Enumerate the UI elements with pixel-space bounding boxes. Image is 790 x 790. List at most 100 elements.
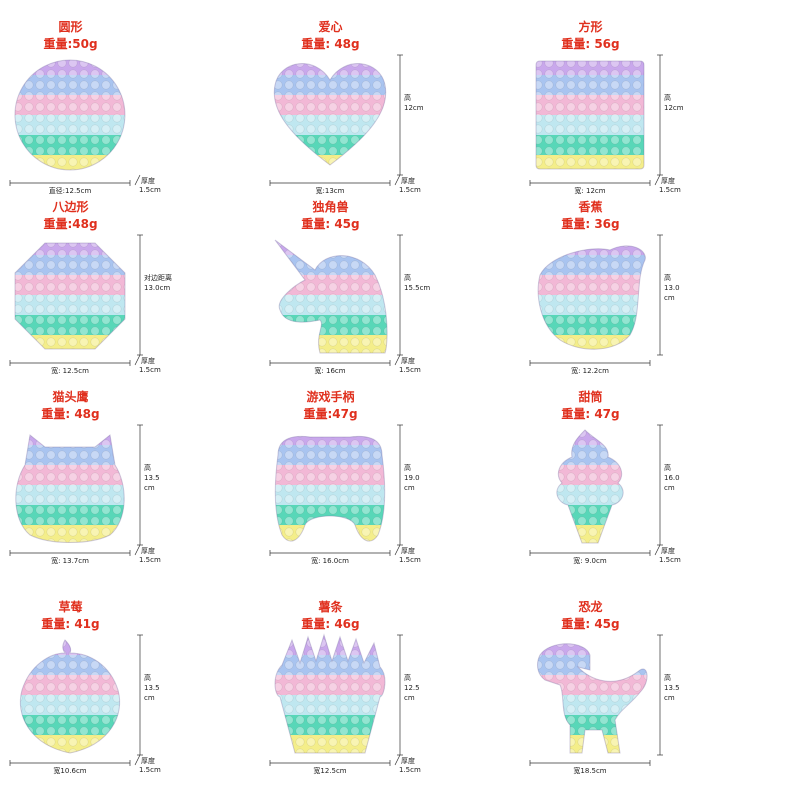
color-band: [275, 465, 385, 486]
thickness-label: 厚度: [401, 546, 415, 555]
color-band: [536, 155, 644, 169]
color-band: [536, 135, 644, 156]
width-label: 宽: 12cm: [574, 186, 605, 195]
width-label: 宽: 13.7cm: [51, 556, 89, 565]
height-label: 高: [664, 93, 671, 102]
color-band: [538, 275, 646, 296]
height-label: 高: [664, 273, 671, 282]
width-label: 宽: 16cm: [314, 366, 345, 375]
color-band: [14, 75, 125, 96]
color-band: [275, 715, 385, 736]
product-card-dino: 恐龙重量: 45g 宽18.5cm 高 13.5 cm: [459, 580, 722, 777]
product-card-fries: 薯条 重量: 46g 宽12.5cm 高 12.5 cm 厚度 1.5cm: [199, 580, 462, 777]
color-band: [275, 445, 385, 466]
product-name: 八边形: [52, 200, 89, 214]
color-band: [537, 695, 648, 716]
width-label: 宽: 12.5cm: [51, 366, 89, 375]
thickness-value: 1.5cm: [659, 556, 681, 564]
product-card-square: 方形 重量: 56g 宽: 12cm 高 12cm 厚度 1.5cm: [459, 0, 722, 197]
height-label: 高: [144, 463, 151, 472]
product-name: 圆形: [58, 20, 83, 34]
product-figure: 宽: 13.7cm 高 13.5 cm 厚度1.5cm: [9, 424, 161, 565]
product-weight: 重量: 48g: [301, 37, 360, 51]
color-band: [15, 485, 125, 506]
height-label: 12.5: [404, 684, 420, 692]
height-label: 高: [664, 463, 671, 472]
product-name: 方形: [578, 20, 603, 34]
color-band: [536, 75, 644, 96]
color-band: [15, 295, 125, 316]
width-label: 宽:13cm: [316, 186, 345, 195]
product-card-strawberry: 草莓 重量: 41g 宽10.6cm 高 13.5 cm 厚度 1.5cm: [0, 580, 202, 777]
color-band: [20, 675, 120, 696]
product-figure: 宽18.5cm 高 13.5 cm: [529, 634, 680, 775]
color-band: [536, 61, 644, 76]
color-band: [15, 315, 125, 336]
width-label: 宽12.5cm: [313, 766, 346, 775]
color-band: [20, 715, 120, 736]
color-band: [538, 315, 646, 336]
product-weight: 重量: 45g: [301, 217, 360, 231]
height-label: cm: [144, 694, 155, 702]
height-label: cm: [404, 484, 415, 492]
color-band: [275, 675, 385, 696]
product-name: 甜筒: [578, 390, 603, 404]
color-band: [274, 115, 386, 136]
width-label: 宽10.6cm: [53, 766, 86, 775]
product-figure: 直径:12.5cm 厚度1.5cm: [9, 59, 161, 195]
product-weight: 重量: 45g: [561, 617, 620, 631]
color-band: [536, 115, 644, 136]
product-weight: 重量: 48g: [41, 407, 100, 421]
color-band: [15, 243, 125, 256]
color-band: [274, 75, 386, 96]
color-band: [538, 255, 646, 276]
product-weight: 重量:48g: [43, 217, 98, 231]
product-name: 香蕉: [578, 200, 603, 214]
thickness-value: 1.5cm: [399, 766, 421, 774]
height-label: 12cm: [404, 104, 424, 112]
color-band: [15, 275, 125, 296]
color-band: [556, 465, 624, 486]
height-label: 高: [404, 463, 411, 472]
color-band: [14, 135, 125, 156]
color-band: [15, 335, 125, 349]
color-band: [15, 505, 125, 526]
height-label: 13.5: [664, 684, 680, 692]
product-figure: 宽: 16cm 高 15.5cm 厚度1.5cm: [269, 234, 430, 375]
color-band: [14, 95, 125, 116]
height-label: cm: [664, 484, 675, 492]
thickness-value: 1.5cm: [139, 556, 161, 564]
product-card-owl: 猫头鹰 重量: 48g 宽: 13.7cm 高 13.5 cm 厚度 1.5cm: [0, 370, 202, 567]
height-label: 19.0: [404, 474, 420, 482]
color-band: [275, 485, 385, 506]
width-label: 宽: 9.0cm: [573, 556, 607, 565]
product-card-icecream: 甜筒 重量: 47g 宽: 9.0cm 高 16.0 cm 厚度 1.5cm: [459, 370, 722, 567]
product-figure: 宽: 12cm 高 12cm 厚度1.5cm: [529, 54, 684, 195]
product-name: 薯条: [318, 600, 343, 614]
product-figure: 宽: 16.0cm 高 19.0 cm 厚度1.5cm: [269, 424, 421, 565]
color-band: [20, 655, 120, 676]
color-band: [274, 95, 386, 116]
thickness-label: 厚度: [661, 176, 675, 185]
color-band: [537, 735, 648, 753]
height-label: 16.0: [664, 474, 680, 482]
thickness-label: 厚度: [141, 356, 155, 365]
product-weight: 重量: 56g: [561, 37, 620, 51]
height-label: 对边距离: [144, 273, 172, 282]
thickness-label: 厚度: [141, 176, 155, 185]
product-figure: 宽: 12.5cm 对边距离 13.0cm 厚度1.5cm: [9, 234, 172, 375]
color-band: [538, 245, 646, 256]
color-band: [275, 436, 385, 446]
color-band: [275, 655, 385, 676]
product-name: 恐龙: [578, 600, 603, 614]
thickness-value: 1.5cm: [399, 366, 421, 374]
color-band: [15, 465, 125, 486]
product-name: 草莓: [58, 600, 83, 614]
thickness-value: 1.5cm: [659, 186, 681, 194]
color-band: [275, 735, 385, 753]
product-card-banana: 香蕉 重量: 36g 宽: 12.2cm 高 13.0 cm: [459, 180, 722, 377]
thickness-label: 厚度: [401, 756, 415, 765]
product-name: 独角兽: [312, 200, 349, 214]
color-band: [14, 115, 125, 136]
